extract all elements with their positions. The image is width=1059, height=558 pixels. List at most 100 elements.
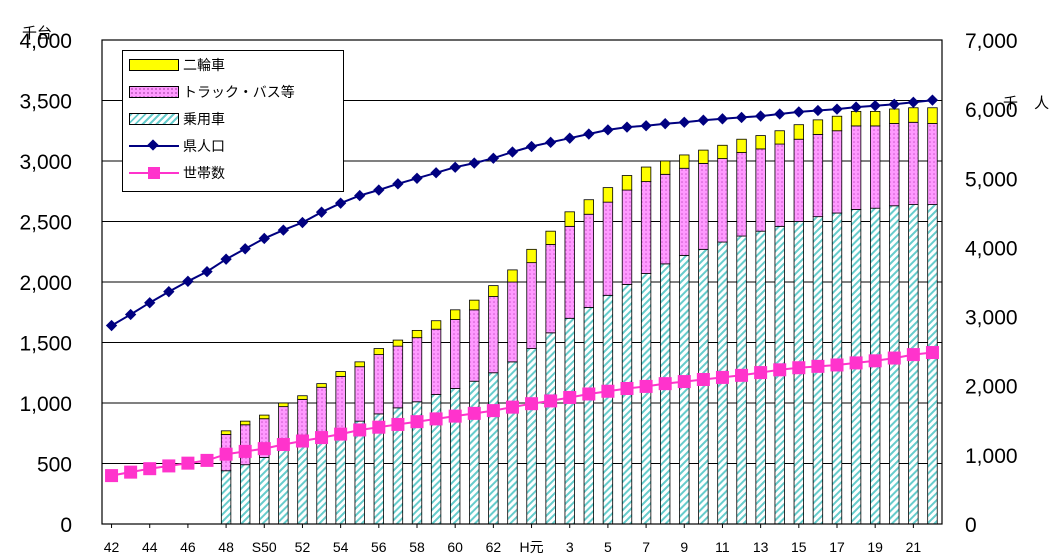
x-tick-label: 3 [566, 539, 574, 555]
point-population [831, 103, 843, 115]
bar-truck [335, 375, 346, 429]
right-tick-label: 3,000 [965, 307, 1018, 330]
point-population [124, 308, 137, 321]
bar-car [660, 263, 671, 525]
bar-moto [831, 115, 843, 132]
point-households [658, 377, 672, 391]
x-tick-label: 52 [295, 539, 311, 555]
bar-moto [488, 285, 499, 297]
bar-car [507, 361, 518, 525]
legend-label-pop: 県人口 [183, 138, 225, 154]
point-population [468, 157, 480, 169]
point-households [200, 453, 214, 467]
x-tick-label: 44 [142, 539, 158, 555]
point-households [620, 381, 634, 395]
right-tick-label: 1,000 [965, 445, 1018, 468]
legend: 二輪車 トラック・バス等 乗用車 県人口 世帯数 [122, 50, 344, 192]
point-households [792, 361, 806, 375]
left-tick-label: 0 [60, 514, 72, 537]
point-population [678, 116, 690, 128]
point-households [238, 444, 252, 458]
left-axis-unit: 千台 [22, 25, 53, 42]
bar-moto [526, 248, 537, 264]
point-households [334, 427, 348, 441]
point-population [754, 110, 767, 122]
point-population [182, 275, 194, 287]
right-tick-label: 6,000 [965, 99, 1018, 122]
bar-car [488, 372, 499, 525]
right-tick-label: 0 [965, 514, 977, 537]
bar-moto [259, 414, 270, 420]
point-households [353, 423, 367, 437]
bar-car [621, 284, 633, 525]
point-population [926, 94, 939, 106]
legend-item-truck: トラック・バス等 [129, 81, 295, 103]
bar-truck [450, 319, 461, 389]
bar-truck [927, 123, 938, 205]
right-tick-label: 5,000 [965, 168, 1018, 191]
bar-truck [850, 125, 862, 210]
bar-truck [411, 337, 423, 403]
point-households [391, 417, 405, 431]
x-tick-label: 17 [829, 539, 845, 555]
right-tick-label: 4,000 [965, 237, 1018, 260]
x-tick-label: 7 [642, 539, 650, 555]
point-population [583, 128, 595, 140]
point-households [525, 397, 539, 411]
bar-moto [373, 348, 384, 355]
bar-moto [545, 230, 556, 245]
left-tick-label: 4,000 [19, 30, 72, 53]
point-households [544, 394, 558, 408]
bar-car [240, 464, 251, 525]
right-axis-ticks: 0 1,000 2,000 3,000 4,000 5,000 6,000 7,000 [965, 30, 1018, 537]
bar-moto [297, 395, 308, 400]
point-population [239, 243, 251, 255]
x-tick-label: 11 [715, 539, 730, 555]
bar-truck [640, 181, 652, 274]
legend-swatch-pop [129, 139, 179, 153]
bar-car [889, 205, 900, 525]
point-households [124, 465, 138, 479]
bar-truck [889, 123, 900, 207]
point-population [163, 286, 175, 298]
bar-truck [392, 345, 404, 409]
x-tick-label: 9 [680, 539, 688, 555]
point-population [258, 232, 270, 245]
bar-moto [717, 144, 728, 159]
left-tick-label: 2,500 [19, 212, 72, 235]
bar-truck [430, 328, 442, 395]
point-households [295, 434, 309, 448]
legend-item-hh: 世帯数 [129, 162, 225, 184]
x-tick-label: 13 [753, 539, 769, 555]
point-households [830, 358, 844, 372]
bar-truck [717, 158, 728, 243]
point-population [487, 152, 500, 164]
right-tick-label: 2,000 [965, 376, 1018, 399]
bar-truck [908, 121, 919, 205]
x-tick-label: 5 [604, 539, 612, 555]
diamond-marker-icon [147, 139, 159, 151]
bar-truck [831, 130, 843, 214]
bar-car [335, 428, 346, 525]
x-tick-label: 56 [371, 539, 387, 555]
bar-truck [870, 125, 881, 209]
point-population [793, 106, 805, 118]
x-tick-label: 48 [218, 539, 234, 555]
bar-moto [411, 329, 423, 339]
point-households [429, 412, 443, 426]
point-population [564, 132, 576, 144]
point-population [525, 140, 538, 153]
point-households [276, 437, 290, 451]
point-population [621, 121, 633, 133]
bar-car [469, 380, 480, 525]
bar-car [640, 273, 652, 525]
x-tick-label: 15 [791, 539, 807, 555]
point-population [602, 124, 614, 136]
left-tick-label: 1,500 [19, 333, 72, 356]
line-households [111, 351, 933, 477]
bar-car [450, 388, 461, 525]
bar-truck [488, 296, 499, 374]
point-population [869, 100, 881, 112]
bar-car [583, 307, 594, 525]
point-population [220, 253, 232, 265]
